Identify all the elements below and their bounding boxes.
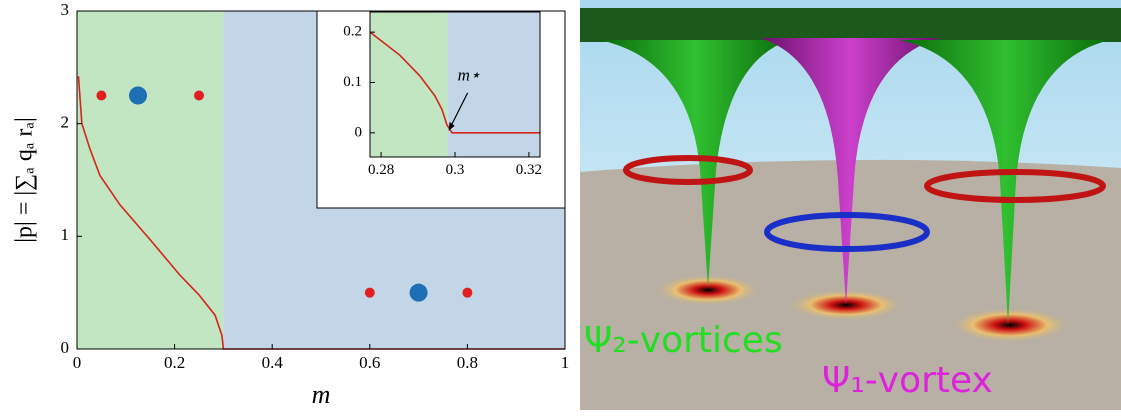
x-tick-label: 0.6 (359, 353, 380, 372)
x-tick-label: 0.8 (457, 353, 478, 372)
y-axis-label: |p| = |∑ₐ qₐ rₐ| (12, 117, 38, 243)
config-icon (129, 86, 147, 105)
annotation: m⋆ (458, 66, 481, 85)
illustration-label: Ψ₂-vortices (584, 320, 783, 361)
illustration-label: Ψ₁-vortex (822, 360, 993, 401)
x-tick-label: 0.2 (164, 353, 185, 372)
x-tick-label: 0.28 (368, 162, 394, 178)
illustration (580, 0, 1121, 410)
y-tick-label: 3 (61, 0, 70, 19)
y-tick-label: 0 (61, 338, 70, 357)
y-tick-label: 0 (355, 124, 363, 140)
y-tick-label: 2 (61, 113, 70, 132)
config-icon (194, 90, 204, 101)
x-tick-label: 1 (561, 353, 570, 372)
y-tick-label: 1 (61, 225, 70, 244)
x-tick-label: 0 (73, 353, 82, 372)
line (369, 31, 540, 134)
line (77, 76, 565, 350)
y-tick-label: 0.1 (343, 74, 362, 90)
config-icon (409, 283, 428, 302)
x-tick-label: 0.3 (446, 162, 465, 178)
x-tick-label: 0.4 (262, 353, 284, 372)
x-tick-label: 0.32 (516, 162, 542, 178)
region (77, 11, 224, 349)
x-axis-label: m (312, 380, 331, 409)
config-icon (364, 287, 375, 298)
config-icon (462, 287, 473, 298)
arrow-head (448, 121, 455, 131)
config-icon (96, 90, 107, 101)
region (370, 12, 448, 157)
y-tick-label: 0.2 (343, 24, 362, 40)
annotation-arrow (449, 92, 469, 130)
